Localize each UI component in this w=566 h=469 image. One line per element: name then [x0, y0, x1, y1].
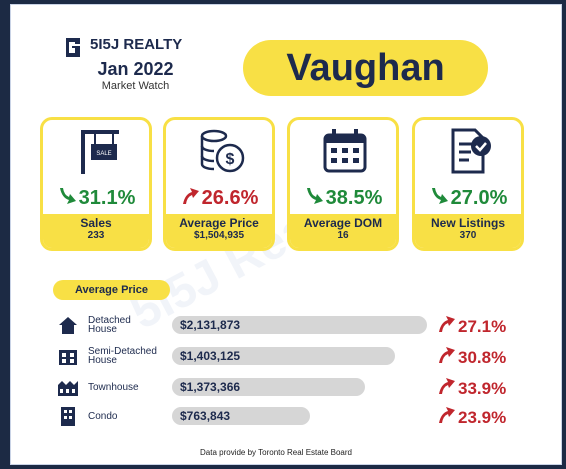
date: Jan 2022	[97, 59, 174, 79]
trend-arrow	[439, 347, 455, 363]
icon	[323, 129, 367, 173]
row-change-text: 27.1%	[458, 317, 507, 336]
row-name-line: Townhouse	[88, 381, 139, 393]
row-name: Condo	[88, 410, 118, 422]
footer: Data provide by Toronto Real Estate Boar…	[200, 448, 352, 457]
icon	[61, 407, 75, 426]
row-name: Detached House	[88, 315, 131, 335]
row-name: Townhouse	[88, 381, 139, 393]
row-name: Semi-Detached House	[88, 346, 157, 366]
row-bar	[172, 378, 365, 396]
stat-value: 233	[87, 230, 105, 241]
icon	[59, 317, 77, 334]
stat-value: 16	[337, 230, 349, 241]
stat-card: SALE 31.1% Sales 233	[40, 117, 152, 251]
row-change-text: 30.8%	[458, 348, 507, 367]
subtitle: Market Watch	[101, 80, 170, 92]
stat-change-text: 38.5%	[325, 187, 383, 209]
row-name-line: House	[88, 355, 117, 366]
row-change: 33.9%	[436, 376, 506, 399]
trend-arrow	[431, 188, 448, 204]
brand: 5I5J REALTY	[90, 36, 183, 53]
row-price: $1,403,125	[180, 349, 241, 363]
stat-foot: Average Price $1,504,935	[166, 214, 272, 248]
row-price: $1,373,366	[180, 380, 241, 394]
trend-arrow	[439, 316, 455, 332]
row-change: 30.8%	[436, 345, 506, 368]
section-title: Average Price	[53, 280, 170, 300]
stat-change: 26.6%	[166, 186, 272, 210]
stat-label: Average Price	[179, 216, 259, 230]
row-bar	[172, 407, 310, 425]
stat-icon	[320, 126, 370, 176]
row-price: $763,843	[180, 409, 231, 423]
row-change-text: 23.9%	[458, 408, 507, 427]
stat-card: 27.0% New Listings 370	[412, 117, 524, 251]
row-change: 27.1%	[436, 314, 506, 337]
svg-text:$: $	[226, 151, 235, 168]
row-icon	[57, 405, 79, 432]
city: Vaughan	[243, 40, 488, 96]
row-change-text: 33.9%	[458, 379, 507, 398]
row-icon	[57, 376, 79, 403]
stat-icon	[445, 126, 495, 176]
icon	[451, 128, 491, 174]
icon	[58, 381, 78, 396]
stat-change-text: 27.0%	[450, 187, 508, 209]
icon: $	[200, 129, 245, 173]
stat-label: New Listings	[430, 216, 505, 230]
row-change: 23.9%	[436, 405, 506, 428]
stat-label: Average DOM	[303, 216, 383, 230]
icon	[59, 350, 77, 365]
stat-foot: Average DOM 16	[290, 214, 396, 248]
stat-icon: $	[196, 126, 246, 176]
icon: SALE	[81, 130, 119, 174]
svg-text:SALE: SALE	[96, 151, 111, 157]
row-bar	[172, 316, 427, 334]
stat-foot: Sales 233	[43, 214, 149, 248]
row-icon	[57, 345, 79, 372]
stat-value: $1,504,935	[193, 230, 245, 241]
stat-change: 27.0%	[415, 186, 521, 210]
row-bar	[172, 347, 395, 365]
stat-label: Sales	[80, 216, 112, 230]
trend-arrow	[439, 378, 455, 394]
stat-change: 38.5%	[290, 186, 396, 210]
trend-arrow	[182, 188, 199, 204]
stat-change-text: 26.6%	[201, 187, 259, 209]
stat-foot: New Listings 370	[415, 214, 521, 248]
row-icon	[57, 314, 79, 341]
row-name-line: Detached	[88, 315, 131, 326]
stat-change: 31.1%	[43, 186, 149, 210]
trend-arrow	[306, 188, 323, 204]
stat-card: $26.6% Average Price $1,504,935	[163, 117, 275, 251]
stat-change-text: 31.1%	[78, 187, 136, 209]
logo	[66, 38, 80, 57]
row-name-line: House	[88, 324, 117, 335]
trend-arrow	[59, 188, 76, 204]
trend-arrow	[439, 407, 455, 423]
row-name-line: Condo	[88, 410, 118, 422]
stat-icon: SALE	[73, 126, 123, 176]
stat-card: 38.5% Average DOM 16	[287, 117, 399, 251]
row-name-line: Semi-Detached	[88, 346, 157, 357]
stat-value: 370	[459, 230, 477, 241]
row-price: $2,131,873	[180, 318, 241, 332]
